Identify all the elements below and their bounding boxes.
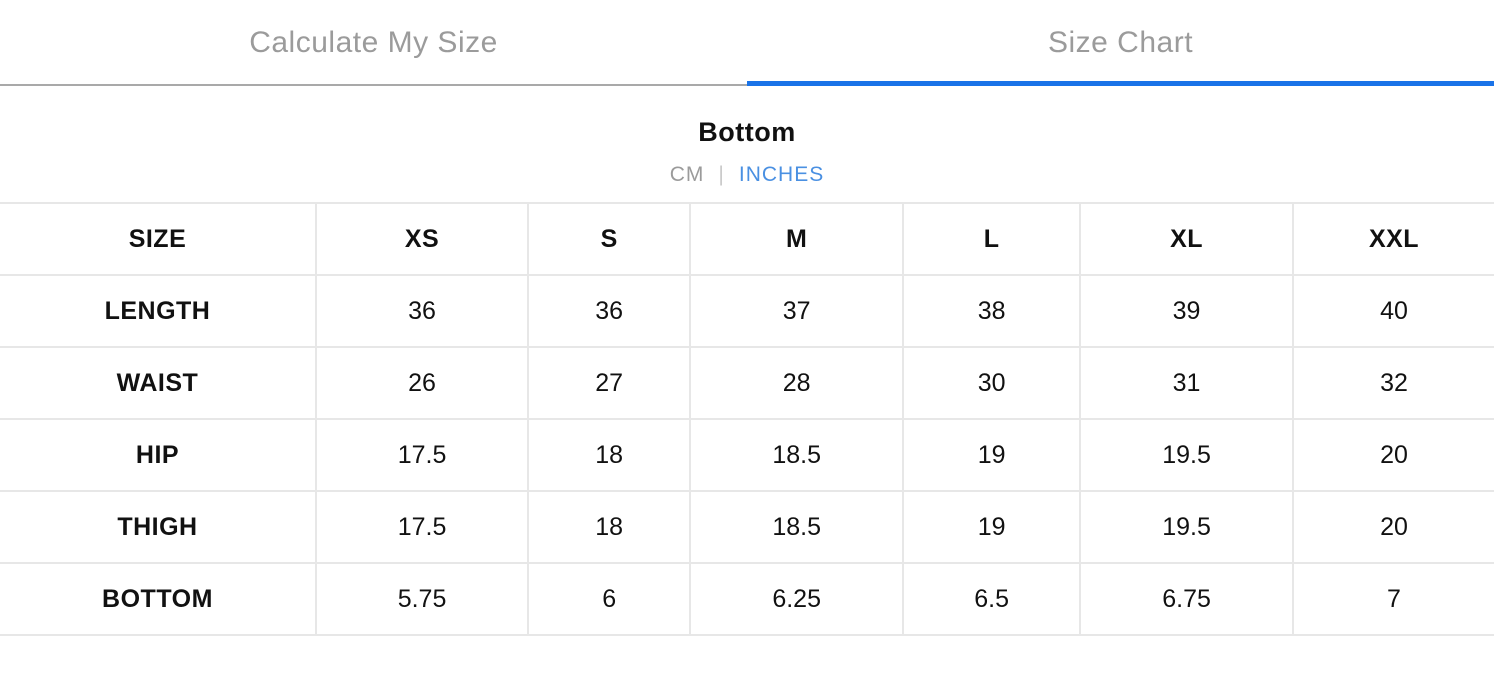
size-value-cell: 6 xyxy=(528,563,692,636)
column-header-l: L xyxy=(903,203,1082,276)
column-header-size: SIZE xyxy=(0,203,317,276)
size-value-cell: 26 xyxy=(315,347,530,420)
size-value-cell: 32 xyxy=(1293,347,1494,420)
row-label-bottom: BOTTOM xyxy=(0,563,317,636)
table-header-row: SIZE XS S M L XL XXL xyxy=(0,203,1494,276)
column-header-xl: XL xyxy=(1080,203,1295,276)
column-header-m: M xyxy=(690,203,905,276)
size-value-cell: 6.5 xyxy=(903,563,1082,636)
size-value-cell: 19.5 xyxy=(1080,419,1295,492)
tab-bar: Calculate My Size Size Chart xyxy=(0,0,1494,86)
tab-calculate-my-size-label: Calculate My Size xyxy=(249,26,498,59)
size-value-cell: 20 xyxy=(1293,419,1494,492)
tab-size-chart-label: Size Chart xyxy=(1047,26,1194,59)
row-label-thigh: THIGH xyxy=(0,491,317,564)
size-value-cell: 5.75 xyxy=(315,563,530,636)
table-row-hip: HIP 17.5 18 18.5 19 19.5 20 xyxy=(0,419,1494,492)
table-row-thigh: THIGH 17.5 18 18.5 19 19.5 20 xyxy=(0,491,1494,564)
unit-inches-button[interactable]: INCHES xyxy=(738,163,825,186)
row-label-length: LENGTH xyxy=(0,275,317,348)
size-value-cell: 18 xyxy=(528,419,692,492)
unit-cm-button[interactable]: CM xyxy=(669,163,705,186)
row-label-waist: WAIST xyxy=(0,347,317,420)
size-value-cell: 39 xyxy=(1080,275,1295,348)
size-value-cell: 28 xyxy=(690,347,905,420)
size-value-cell: 38 xyxy=(903,275,1082,348)
size-value-cell: 40 xyxy=(1293,275,1494,348)
size-value-cell: 19 xyxy=(903,491,1082,564)
size-value-cell: 18 xyxy=(528,491,692,564)
size-value-cell: 6.25 xyxy=(690,563,905,636)
size-value-cell: 36 xyxy=(528,275,692,348)
size-value-cell: 18.5 xyxy=(690,419,905,492)
size-value-cell: 19.5 xyxy=(1080,491,1295,564)
size-value-cell: 31 xyxy=(1080,347,1295,420)
page-title: Bottom xyxy=(698,117,796,147)
unit-toggle: CM | INCHES xyxy=(0,162,1494,188)
size-value-cell: 30 xyxy=(903,347,1082,420)
size-value-cell: 37 xyxy=(690,275,905,348)
table-row-length: LENGTH 36 36 37 38 39 40 xyxy=(0,275,1494,348)
size-value-cell: 17.5 xyxy=(315,491,530,564)
column-header-xs: XS xyxy=(315,203,530,276)
table-row-bottom: BOTTOM 5.75 6 6.25 6.5 6.75 7 xyxy=(0,563,1494,636)
size-value-cell: 27 xyxy=(528,347,692,420)
size-value-cell: 20 xyxy=(1293,491,1494,564)
tab-calculate-my-size[interactable]: Calculate My Size xyxy=(0,0,747,86)
size-value-cell: 36 xyxy=(315,275,530,348)
size-value-cell: 7 xyxy=(1293,563,1494,636)
column-header-s: S xyxy=(528,203,692,276)
column-header-xxl: XXL xyxy=(1293,203,1494,276)
row-label-hip: HIP xyxy=(0,419,317,492)
size-value-cell: 6.75 xyxy=(1080,563,1295,636)
size-value-cell: 19 xyxy=(903,419,1082,492)
size-value-cell: 17.5 xyxy=(315,419,530,492)
size-value-cell: 18.5 xyxy=(690,491,905,564)
tab-size-chart[interactable]: Size Chart xyxy=(747,0,1494,86)
unit-separator: | xyxy=(718,163,725,186)
table-row-waist: WAIST 26 27 28 30 31 32 xyxy=(0,347,1494,420)
title-section: Bottom CM | INCHES xyxy=(0,86,1494,202)
size-chart-table: SIZE XS S M L XL XXL LENGTH 36 36 37 38 … xyxy=(0,202,1494,636)
